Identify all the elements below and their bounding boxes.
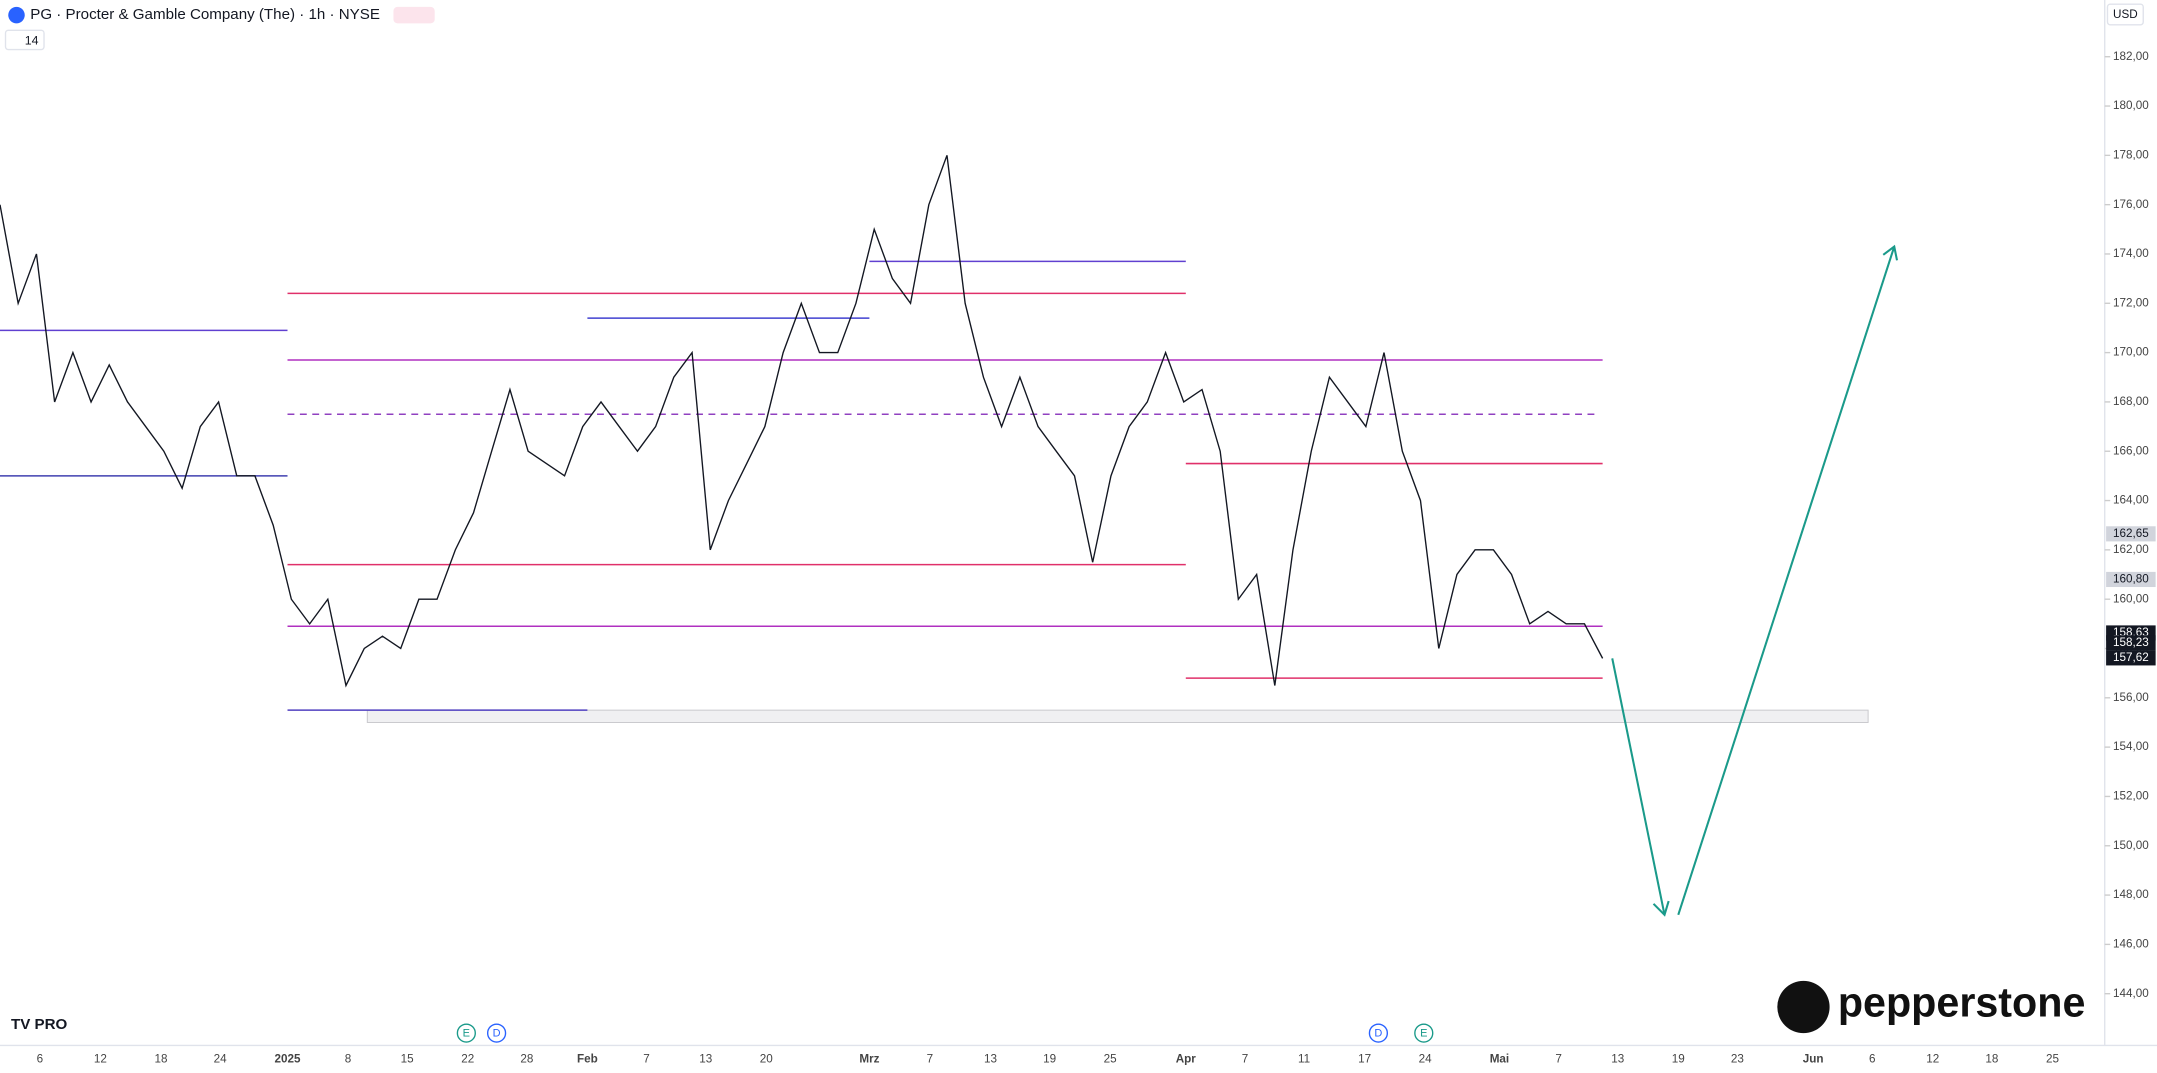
y-tick-label: 176,00 [2113,198,2149,211]
status-badge [393,6,435,24]
y-tick-label: 172,00 [2113,296,2149,309]
event-marker [1414,1023,1434,1043]
y-tick-label: 170,00 [2113,346,2149,359]
x-tick-label: 19 [1043,1052,1056,1065]
y-tick-label: 148,00 [2113,888,2149,901]
brand: pepperstone [1838,979,2086,1025]
y-tick-label: 178,00 [2113,148,2149,161]
event-marker [456,1023,476,1043]
event-marker [486,1023,507,1043]
y-tick-label: 156,00 [2113,691,2149,704]
chart-title: PG · Procter & Gamble Company (The) · 1h… [30,6,380,23]
price-badge-label: 158,23 [2113,636,2149,649]
price-line [0,155,1604,688]
x-tick-label: 15 [401,1052,415,1065]
y-tick-label: 154,00 [2113,740,2149,753]
event-label: E [463,1028,470,1040]
event-label: E [1420,1028,1427,1040]
x-tick-label: Apr [1176,1052,1197,1065]
x-tick-label: 11 [1298,1052,1310,1065]
price-badge-label: 160,80 [2113,573,2149,586]
arrow-head [1652,900,1670,917]
x-tick-label: 13 [1611,1052,1624,1065]
x-tick-label: 25 [1104,1052,1118,1065]
x-tick-label: 12 [94,1052,107,1065]
x-tick-label: 18 [1985,1052,1998,1065]
x-tick-label: Mai [1490,1052,1509,1065]
x-tick-label: Mrz [859,1052,879,1065]
projection-down [1611,658,1666,916]
zone [366,709,1869,723]
x-tick-label: 6 [37,1052,44,1065]
x-tick-label: 25 [2046,1052,2060,1065]
event-marker [1368,1023,1389,1043]
x-tick-label: Feb [577,1052,598,1065]
x-tick-label: 7 [1242,1052,1249,1065]
x-tick-label: 7 [927,1052,934,1065]
y-tick-label: 166,00 [2113,444,2149,457]
x-tick-label: 13 [984,1052,997,1065]
price-badge [2106,635,2156,651]
x-tick-label: 8 [345,1052,352,1065]
x-tick-label: 19 [1672,1052,1685,1065]
y-tick-label: 150,00 [2113,839,2149,852]
event-label: D [493,1028,501,1040]
y-tick-label: 162,00 [2113,543,2149,556]
x-tick-label: 13 [699,1052,712,1065]
currency-button[interactable] [2106,3,2144,26]
event-label: D [1374,1028,1382,1040]
currency: USD [2113,8,2138,21]
y-tick-label: 174,00 [2113,247,2149,260]
x-tick-label: 28 [520,1052,533,1065]
y-tick-label: 146,00 [2113,937,2149,950]
tv-logo: TV PRO [11,1016,68,1033]
price-badge [2106,571,2156,588]
x-tick-label: 17 [1358,1052,1371,1065]
price-badge-label: 157,62 [2113,651,2149,664]
y-tick-label: 152,00 [2113,790,2149,803]
price-badge [2106,650,2156,666]
y-tick-label: 144,00 [2113,987,2149,1000]
projection-up [1677,246,1896,916]
y-tick-label: 164,00 [2113,494,2149,507]
price-badge [2106,526,2156,542]
x-tick-label: 7 [1555,1052,1562,1065]
x-tick-label: 24 [1419,1052,1433,1065]
y-tick-label: 160,00 [2113,592,2149,605]
x-tick-label: 24 [214,1052,228,1065]
symbol-logo [8,6,25,24]
x-tick-label: 2025 [275,1052,302,1065]
price-badge-label: 162,65 [2113,527,2149,540]
x-tick-label: 22 [461,1052,474,1065]
y-tick-label: 180,00 [2113,99,2149,112]
x-tick-label: 7 [643,1052,650,1065]
x-tick-label: 23 [1731,1052,1744,1065]
arrow-head [1882,244,1899,261]
x-tick-label: 18 [154,1052,167,1065]
x-tick-label: Jun [1803,1052,1824,1065]
y-tick-label: 182,00 [2113,50,2149,63]
x-tick-label: 12 [1926,1052,1939,1065]
x-tick-label: 20 [760,1052,774,1065]
indicator-toggle[interactable] [4,29,45,51]
y-tick-label: 168,00 [2113,395,2149,408]
brand-logo [1777,980,1830,1034]
x-tick-label: 6 [1869,1052,1876,1065]
indicator-count: 14 [25,34,39,48]
